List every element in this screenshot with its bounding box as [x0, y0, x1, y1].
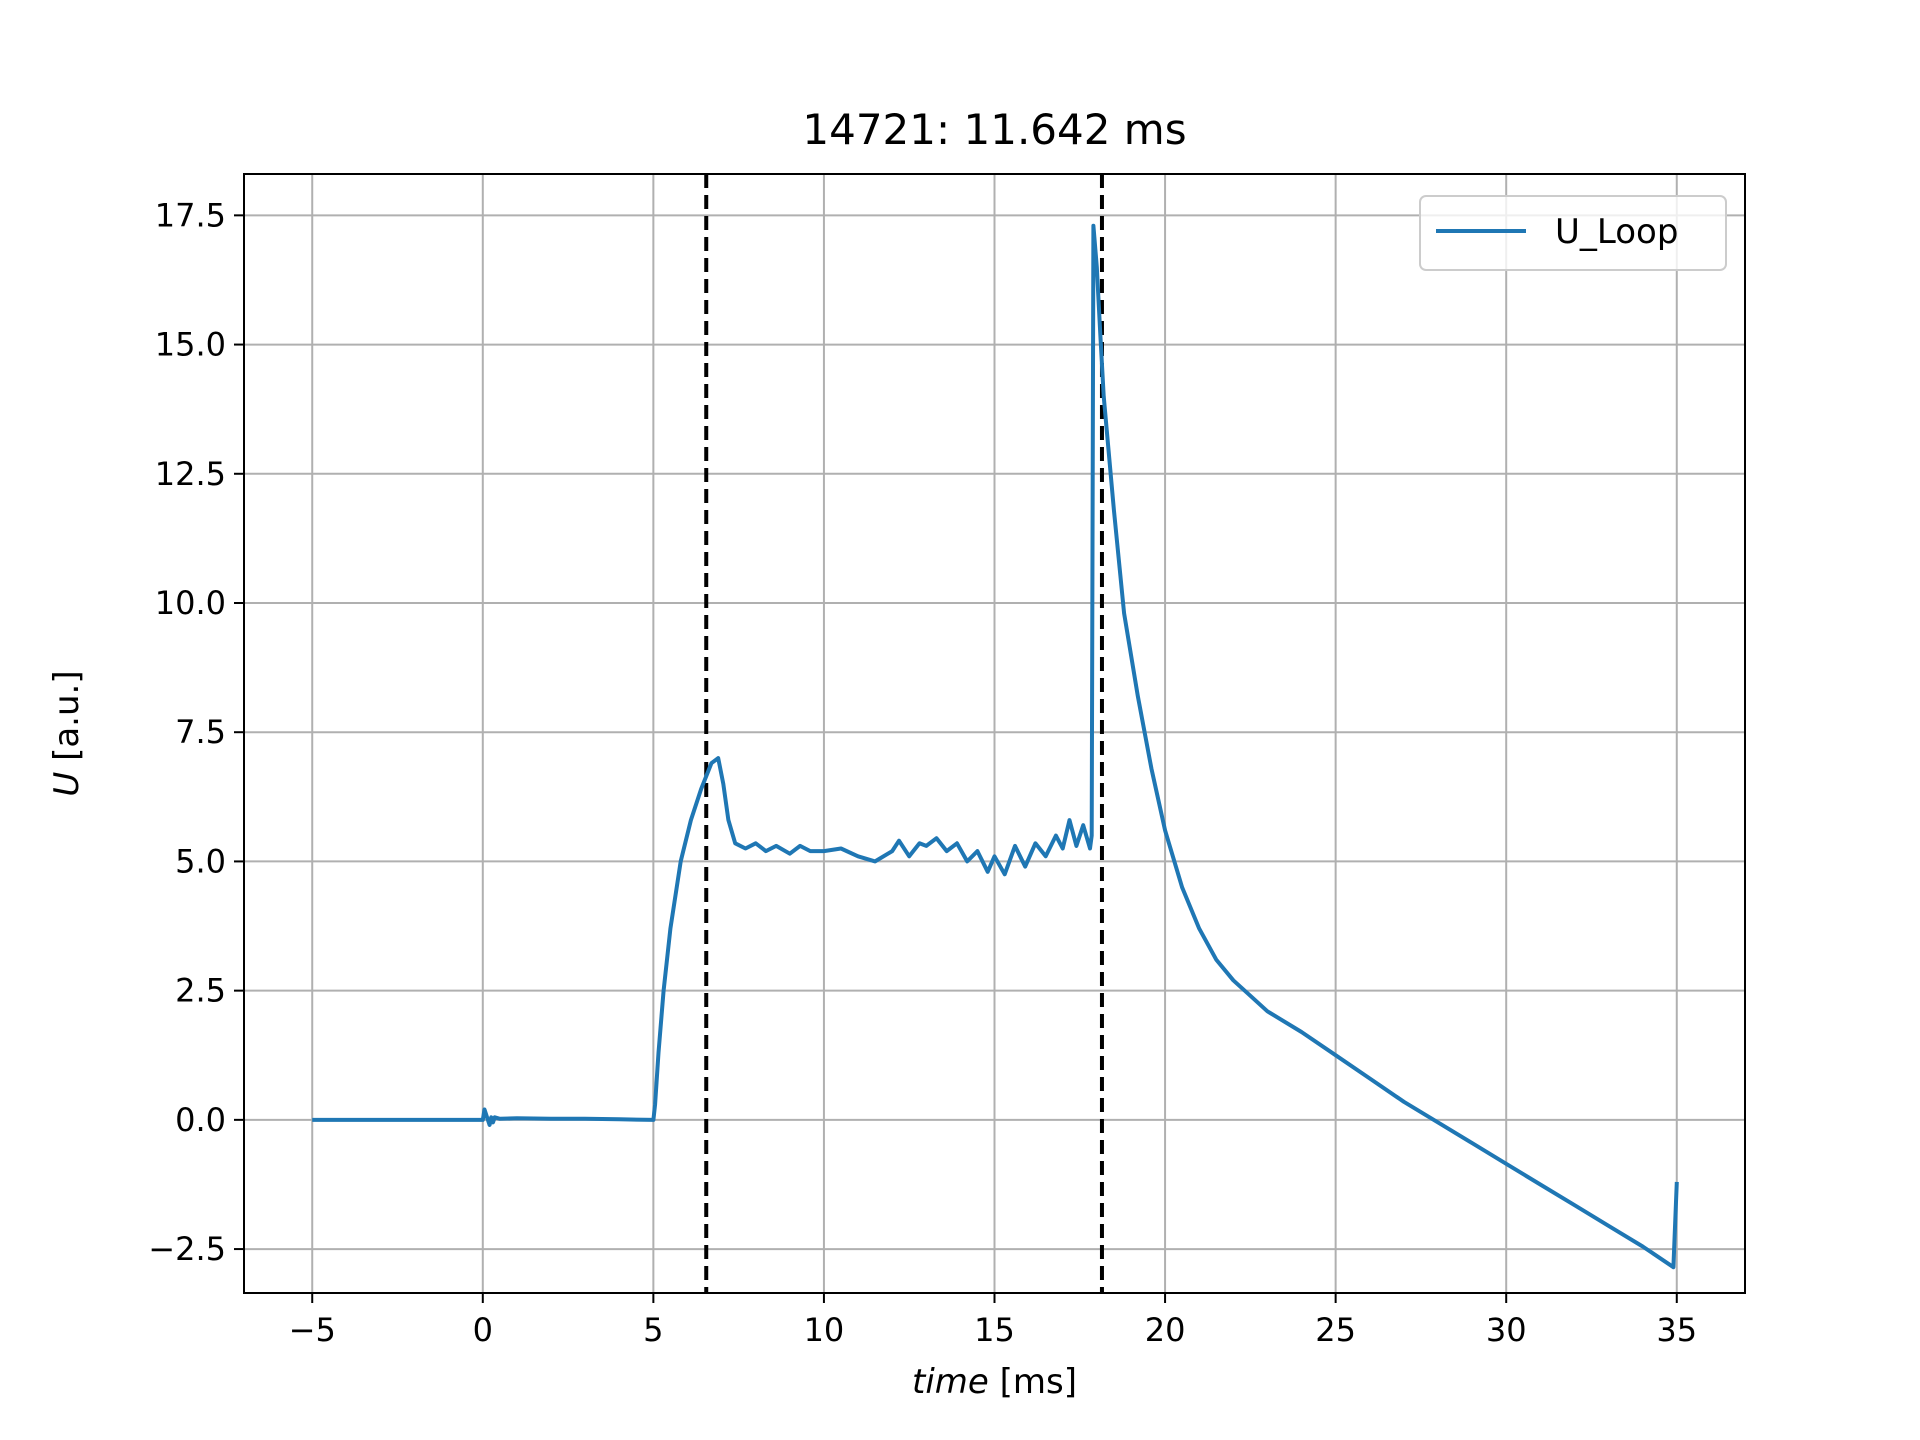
- legend: U_Loop: [1419, 195, 1727, 271]
- x-axis-label: time [ms]: [912, 1362, 1077, 1402]
- y-tick-label: 17.5: [155, 196, 226, 234]
- x-tick-label: 30: [1486, 1311, 1527, 1349]
- x-tick-label: 10: [804, 1311, 845, 1349]
- x-tick-label: 35: [1656, 1311, 1697, 1349]
- y-tick-label: 10.0: [155, 584, 226, 622]
- y-axis-label-unit: [a.u.]: [47, 670, 87, 761]
- y-tick-label: 0.0: [175, 1101, 226, 1139]
- y-axis-ticks: −2.5 0.0 2.5 5.0 7.5 10.0 12.5 15.0 17.5: [148, 196, 244, 1268]
- grid: [244, 174, 1745, 1293]
- legend-box: [1419, 195, 1727, 271]
- y-tick-label: 15.0: [155, 326, 226, 364]
- y-tick-label: −2.5: [148, 1230, 226, 1268]
- x-tick-label: −5: [289, 1311, 336, 1349]
- y-tick-label: 5.0: [175, 842, 226, 880]
- y-tick-label: 7.5: [175, 713, 226, 751]
- x-tick-label: 25: [1315, 1311, 1356, 1349]
- y-tick-label: 2.5: [175, 972, 226, 1010]
- x-tick-label: 20: [1145, 1311, 1186, 1349]
- y-axis-label-quantity: U: [47, 772, 87, 797]
- series-line-u-loop: [312, 223, 1679, 1270]
- x-tick-label: 0: [473, 1311, 493, 1349]
- chart-title: 14721: 11.642 ms: [802, 105, 1186, 154]
- x-axis-label-unit: [ms]: [1000, 1362, 1077, 1402]
- y-axis-label: U [a.u.]: [47, 670, 87, 796]
- x-axis-ticks: −5 0 5 10 15 20 25 30 35: [289, 1293, 1697, 1349]
- legend-label: U_Loop: [1555, 212, 1678, 252]
- plot-series: [312, 223, 1679, 1270]
- x-axis-label-quantity: time: [912, 1362, 989, 1402]
- x-tick-label: 5: [643, 1311, 663, 1349]
- y-tick-label: 12.5: [155, 455, 226, 493]
- x-tick-label: 15: [974, 1311, 1015, 1349]
- reference-lines: [704, 174, 1104, 1293]
